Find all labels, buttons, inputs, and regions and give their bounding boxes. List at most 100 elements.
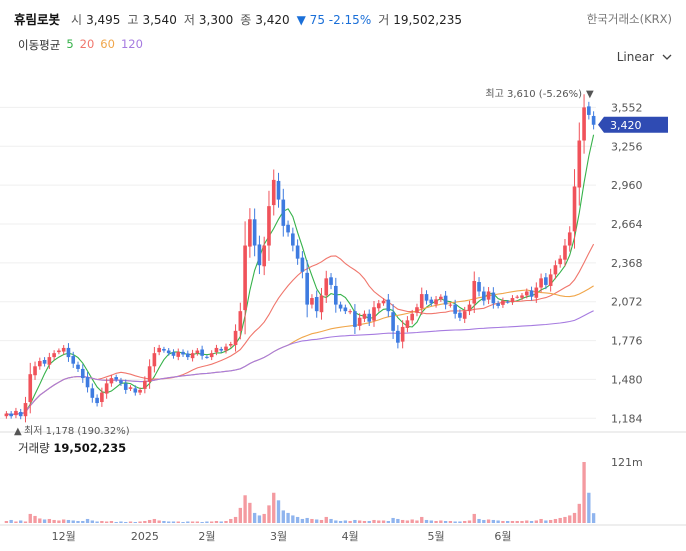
volume-bar — [157, 520, 161, 523]
candle-body — [228, 343, 233, 346]
candle-body — [453, 304, 457, 314]
volume-bar — [281, 510, 285, 523]
candle-body — [281, 199, 286, 226]
candle-body — [9, 413, 13, 417]
candle-body — [372, 307, 376, 321]
candle-body — [286, 224, 290, 233]
volume-bar — [582, 462, 586, 523]
volume-bar — [396, 518, 400, 523]
candle-body — [95, 397, 99, 404]
volume-bar — [548, 519, 553, 523]
candle-body — [162, 348, 166, 351]
candle-body — [510, 298, 515, 302]
ma-60-line — [6, 285, 594, 416]
volume-bar — [28, 513, 32, 523]
candle-body — [71, 356, 76, 364]
candle-body — [61, 347, 66, 352]
volume-bar — [109, 520, 114, 523]
high-marker-icon: ▼ — [586, 89, 594, 100]
candle-body — [267, 206, 271, 246]
volume-bar — [348, 520, 352, 523]
candle-body — [477, 282, 481, 292]
volume-bar — [167, 521, 171, 523]
close-value: 3,420 — [255, 13, 290, 27]
candle-body — [376, 303, 381, 309]
scale-selector[interactable]: Linear — [617, 50, 672, 64]
volume-bar — [482, 519, 486, 523]
candle-body — [100, 392, 104, 403]
volume-bar — [467, 520, 472, 523]
chevron-down-icon — [662, 54, 672, 60]
current-price-tag — [598, 116, 668, 133]
x-tick-label: 6월 — [494, 530, 511, 543]
volume-axis-label: 121m — [611, 456, 643, 469]
candle-body — [185, 353, 190, 358]
candle-body — [262, 245, 267, 267]
candle-body — [133, 388, 138, 393]
ma-legend-item-20[interactable]: 20 — [79, 37, 95, 51]
volume-bar — [591, 513, 596, 523]
ma-120-line — [6, 310, 594, 416]
volume-bar — [300, 518, 305, 523]
candle-body — [405, 320, 410, 328]
volume-bar — [353, 519, 357, 523]
high-label: 고 — [127, 13, 139, 27]
candle-body — [152, 353, 157, 367]
open-value: 3,495 — [86, 13, 121, 27]
volume-bar — [291, 515, 295, 523]
candle-body — [138, 389, 142, 393]
ma-legend-item-60[interactable]: 60 — [100, 37, 115, 51]
candle-body — [434, 299, 438, 305]
volume-bar — [114, 521, 118, 523]
volume-bar — [200, 521, 204, 523]
volume-bar — [138, 521, 142, 523]
volume-bar — [267, 505, 271, 523]
volume-bar — [577, 503, 581, 523]
ma-legend-item-120[interactable]: 120 — [120, 37, 143, 51]
ma-legend-item-5[interactable]: 5 — [66, 37, 74, 51]
volume-bar — [448, 520, 453, 523]
volume-bar — [195, 521, 200, 523]
candle-body — [424, 294, 429, 301]
volume-bar — [295, 516, 300, 523]
candle-body — [37, 361, 42, 367]
candle-body — [338, 304, 343, 309]
volume-bar — [152, 518, 157, 523]
candle-body — [143, 380, 147, 389]
volume-bar — [334, 520, 338, 523]
x-tick-label: 5월 — [428, 530, 445, 543]
volume-bar — [186, 521, 190, 523]
candle-body — [400, 326, 405, 342]
candle-body — [14, 410, 18, 416]
candle-body — [563, 245, 567, 260]
volume-bar — [400, 519, 405, 523]
volume-bar — [525, 520, 529, 523]
candle-body — [18, 411, 23, 417]
volume-bar — [491, 519, 496, 523]
candle-body — [314, 296, 319, 312]
ma-legend-title: 이동평균 — [18, 38, 61, 52]
volume-bar — [176, 521, 180, 523]
volume-bar — [367, 520, 371, 523]
volume-bars — [4, 462, 596, 523]
candle-body — [486, 291, 491, 300]
volume-bar — [377, 520, 381, 523]
volume-bar — [42, 519, 47, 523]
candle-body — [119, 380, 123, 384]
volume-bar — [453, 521, 457, 523]
volume-bar — [19, 520, 23, 523]
candle-body — [439, 296, 443, 300]
candle-body — [190, 353, 195, 359]
candle-body — [295, 245, 300, 259]
volume-bar — [534, 520, 538, 523]
candle-body — [324, 278, 329, 296]
candle-body — [448, 304, 453, 306]
candle-body — [52, 353, 56, 358]
volume-bar — [81, 520, 85, 523]
volume-bar — [324, 516, 328, 523]
volume-bar — [506, 520, 510, 523]
y-tick-label: 2,368 — [611, 257, 643, 270]
volume-bar — [90, 520, 94, 523]
candle-body — [333, 285, 338, 305]
